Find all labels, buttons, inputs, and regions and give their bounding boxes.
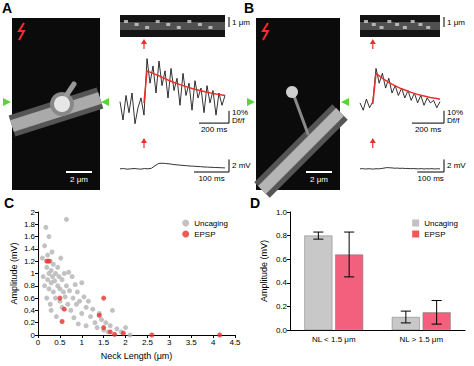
svg-text:10%: 10% (447, 108, 463, 118)
svg-text:A: A (2, 0, 12, 16)
svg-text:EPSP: EPSP (194, 230, 215, 239)
svg-text:100 ms: 100 ms (198, 174, 224, 183)
svg-text:B: B (244, 0, 254, 16)
svg-text:2: 2 (31, 208, 36, 217)
svg-text:3: 3 (167, 338, 172, 347)
svg-text:0.4: 0.4 (24, 306, 36, 315)
svg-text:0.6: 0.6 (276, 255, 288, 264)
svg-text:0.8: 0.8 (24, 281, 36, 290)
svg-text:Uncaging: Uncaging (424, 219, 458, 228)
svg-text:1: 1 (80, 338, 85, 347)
svg-text:C: C (4, 195, 14, 211)
svg-text:NL > 1.5 μm: NL > 1.5 μm (399, 335, 443, 344)
svg-text:Uncaging: Uncaging (194, 219, 228, 228)
svg-text:10%: 10% (232, 108, 248, 118)
svg-text:1.5: 1.5 (98, 338, 110, 347)
svg-text:0.8: 0.8 (276, 231, 288, 240)
svg-text:100 ms: 100 ms (418, 174, 444, 183)
svg-text:200 ms: 200 ms (415, 125, 441, 134)
svg-text:Df/f: Df/f (447, 116, 460, 125)
svg-text:200 ms: 200 ms (201, 125, 227, 134)
svg-text:0.4: 0.4 (276, 278, 288, 287)
svg-text:2 μm: 2 μm (310, 175, 328, 184)
svg-text:3.5: 3.5 (186, 338, 198, 347)
svg-text:4: 4 (211, 338, 216, 347)
svg-text:0.6: 0.6 (24, 294, 36, 303)
svg-text:Amplitude (mV): Amplitude (mV) (259, 240, 269, 302)
svg-text:Neck Length (μm): Neck Length (μm) (101, 351, 173, 361)
svg-text:0.5: 0.5 (54, 338, 66, 347)
svg-text:NL < 1.5 μm: NL < 1.5 μm (312, 335, 356, 344)
svg-text:2 mV: 2 mV (447, 161, 466, 170)
svg-text:2 mV: 2 mV (232, 161, 251, 170)
svg-text:1: 1 (31, 269, 36, 278)
svg-text:1.0: 1.0 (276, 208, 288, 217)
svg-text:0.2: 0.2 (276, 302, 288, 311)
svg-text:Amplitude (mV): Amplitude (mV) (9, 242, 19, 304)
svg-text:2 μm: 2 μm (70, 175, 88, 184)
svg-text:0: 0 (36, 338, 41, 347)
svg-text:2.5: 2.5 (142, 338, 154, 347)
svg-text:1.2: 1.2 (24, 257, 36, 266)
svg-text:2: 2 (123, 338, 128, 347)
svg-text:1 μm: 1 μm (447, 18, 465, 27)
svg-text:1.4: 1.4 (24, 244, 36, 253)
svg-text:Df/f: Df/f (232, 116, 245, 125)
svg-text:1.8: 1.8 (24, 220, 36, 229)
svg-text:D: D (250, 195, 260, 211)
svg-text:EPSP: EPSP (424, 230, 445, 239)
svg-text:1.6: 1.6 (24, 232, 36, 241)
svg-text:4.5: 4.5 (229, 338, 241, 347)
svg-text:1 μm: 1 μm (232, 18, 250, 27)
svg-text:0.0: 0.0 (276, 326, 288, 335)
svg-text:0: 0 (30, 330, 35, 340)
svg-text:0.2: 0.2 (24, 318, 36, 327)
